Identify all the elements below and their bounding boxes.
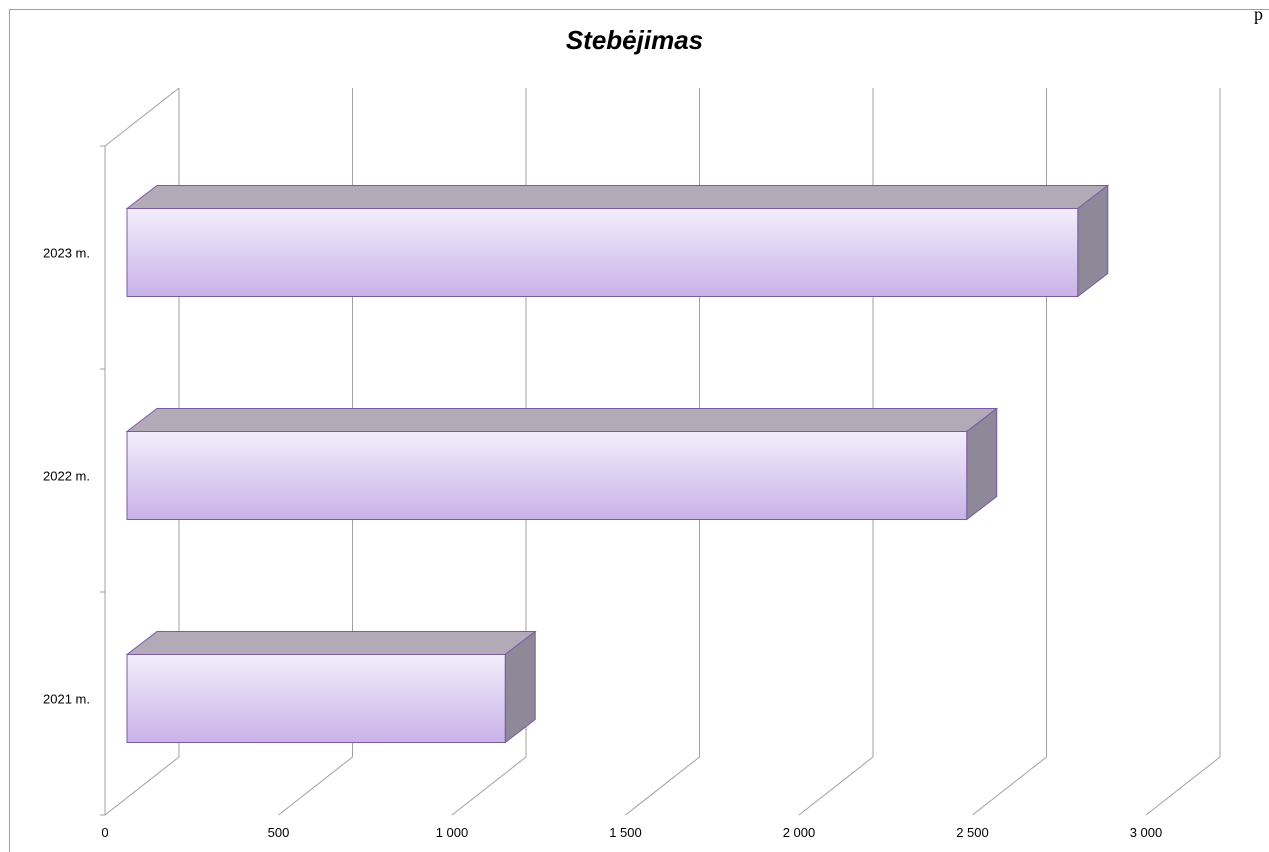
x-tick-label: 1 500 xyxy=(609,825,642,840)
bar-2022-m xyxy=(125,403,999,521)
y-tick-label: 2021 m. xyxy=(43,692,90,707)
floor-line xyxy=(1145,756,1221,816)
label-layer: 0 500 1 000 1 500 2 000 2 500 3 000 2021 m. 2022… xyxy=(43,246,1162,841)
x-tick-label: 3 000 xyxy=(1130,825,1163,840)
chart-frame: p xyxy=(9,4,1269,852)
x-tick-label: 2 000 xyxy=(783,825,816,840)
bar-top-face xyxy=(125,185,1110,209)
x-tick-label: 2 500 xyxy=(956,825,989,840)
floor-line xyxy=(451,756,527,816)
bar-layer xyxy=(125,180,1110,744)
floor-line xyxy=(625,756,700,816)
bar-2023-m xyxy=(125,180,1110,298)
bar-front-face xyxy=(126,431,968,520)
x-tick-label: 1 000 xyxy=(436,825,469,840)
chart-title: Stebėjimas xyxy=(565,25,704,55)
bar-2021-m xyxy=(125,626,537,744)
corner-text: p xyxy=(1254,4,1263,24)
bar-top-face xyxy=(125,408,999,432)
bar-front-face xyxy=(126,654,506,743)
side-wall-top xyxy=(104,87,180,147)
floor-line xyxy=(972,756,1047,816)
floor-line xyxy=(278,756,353,816)
y-tick-label: 2023 m. xyxy=(43,246,90,261)
floor-line xyxy=(798,756,874,816)
x-tick-label: 0 xyxy=(101,825,108,840)
x-tick-label: 500 xyxy=(268,825,290,840)
y-tick-label: 2022 m. xyxy=(43,469,90,484)
bar-front-face xyxy=(126,208,1079,297)
bar-top-face xyxy=(125,631,537,655)
floor-line xyxy=(104,756,180,816)
